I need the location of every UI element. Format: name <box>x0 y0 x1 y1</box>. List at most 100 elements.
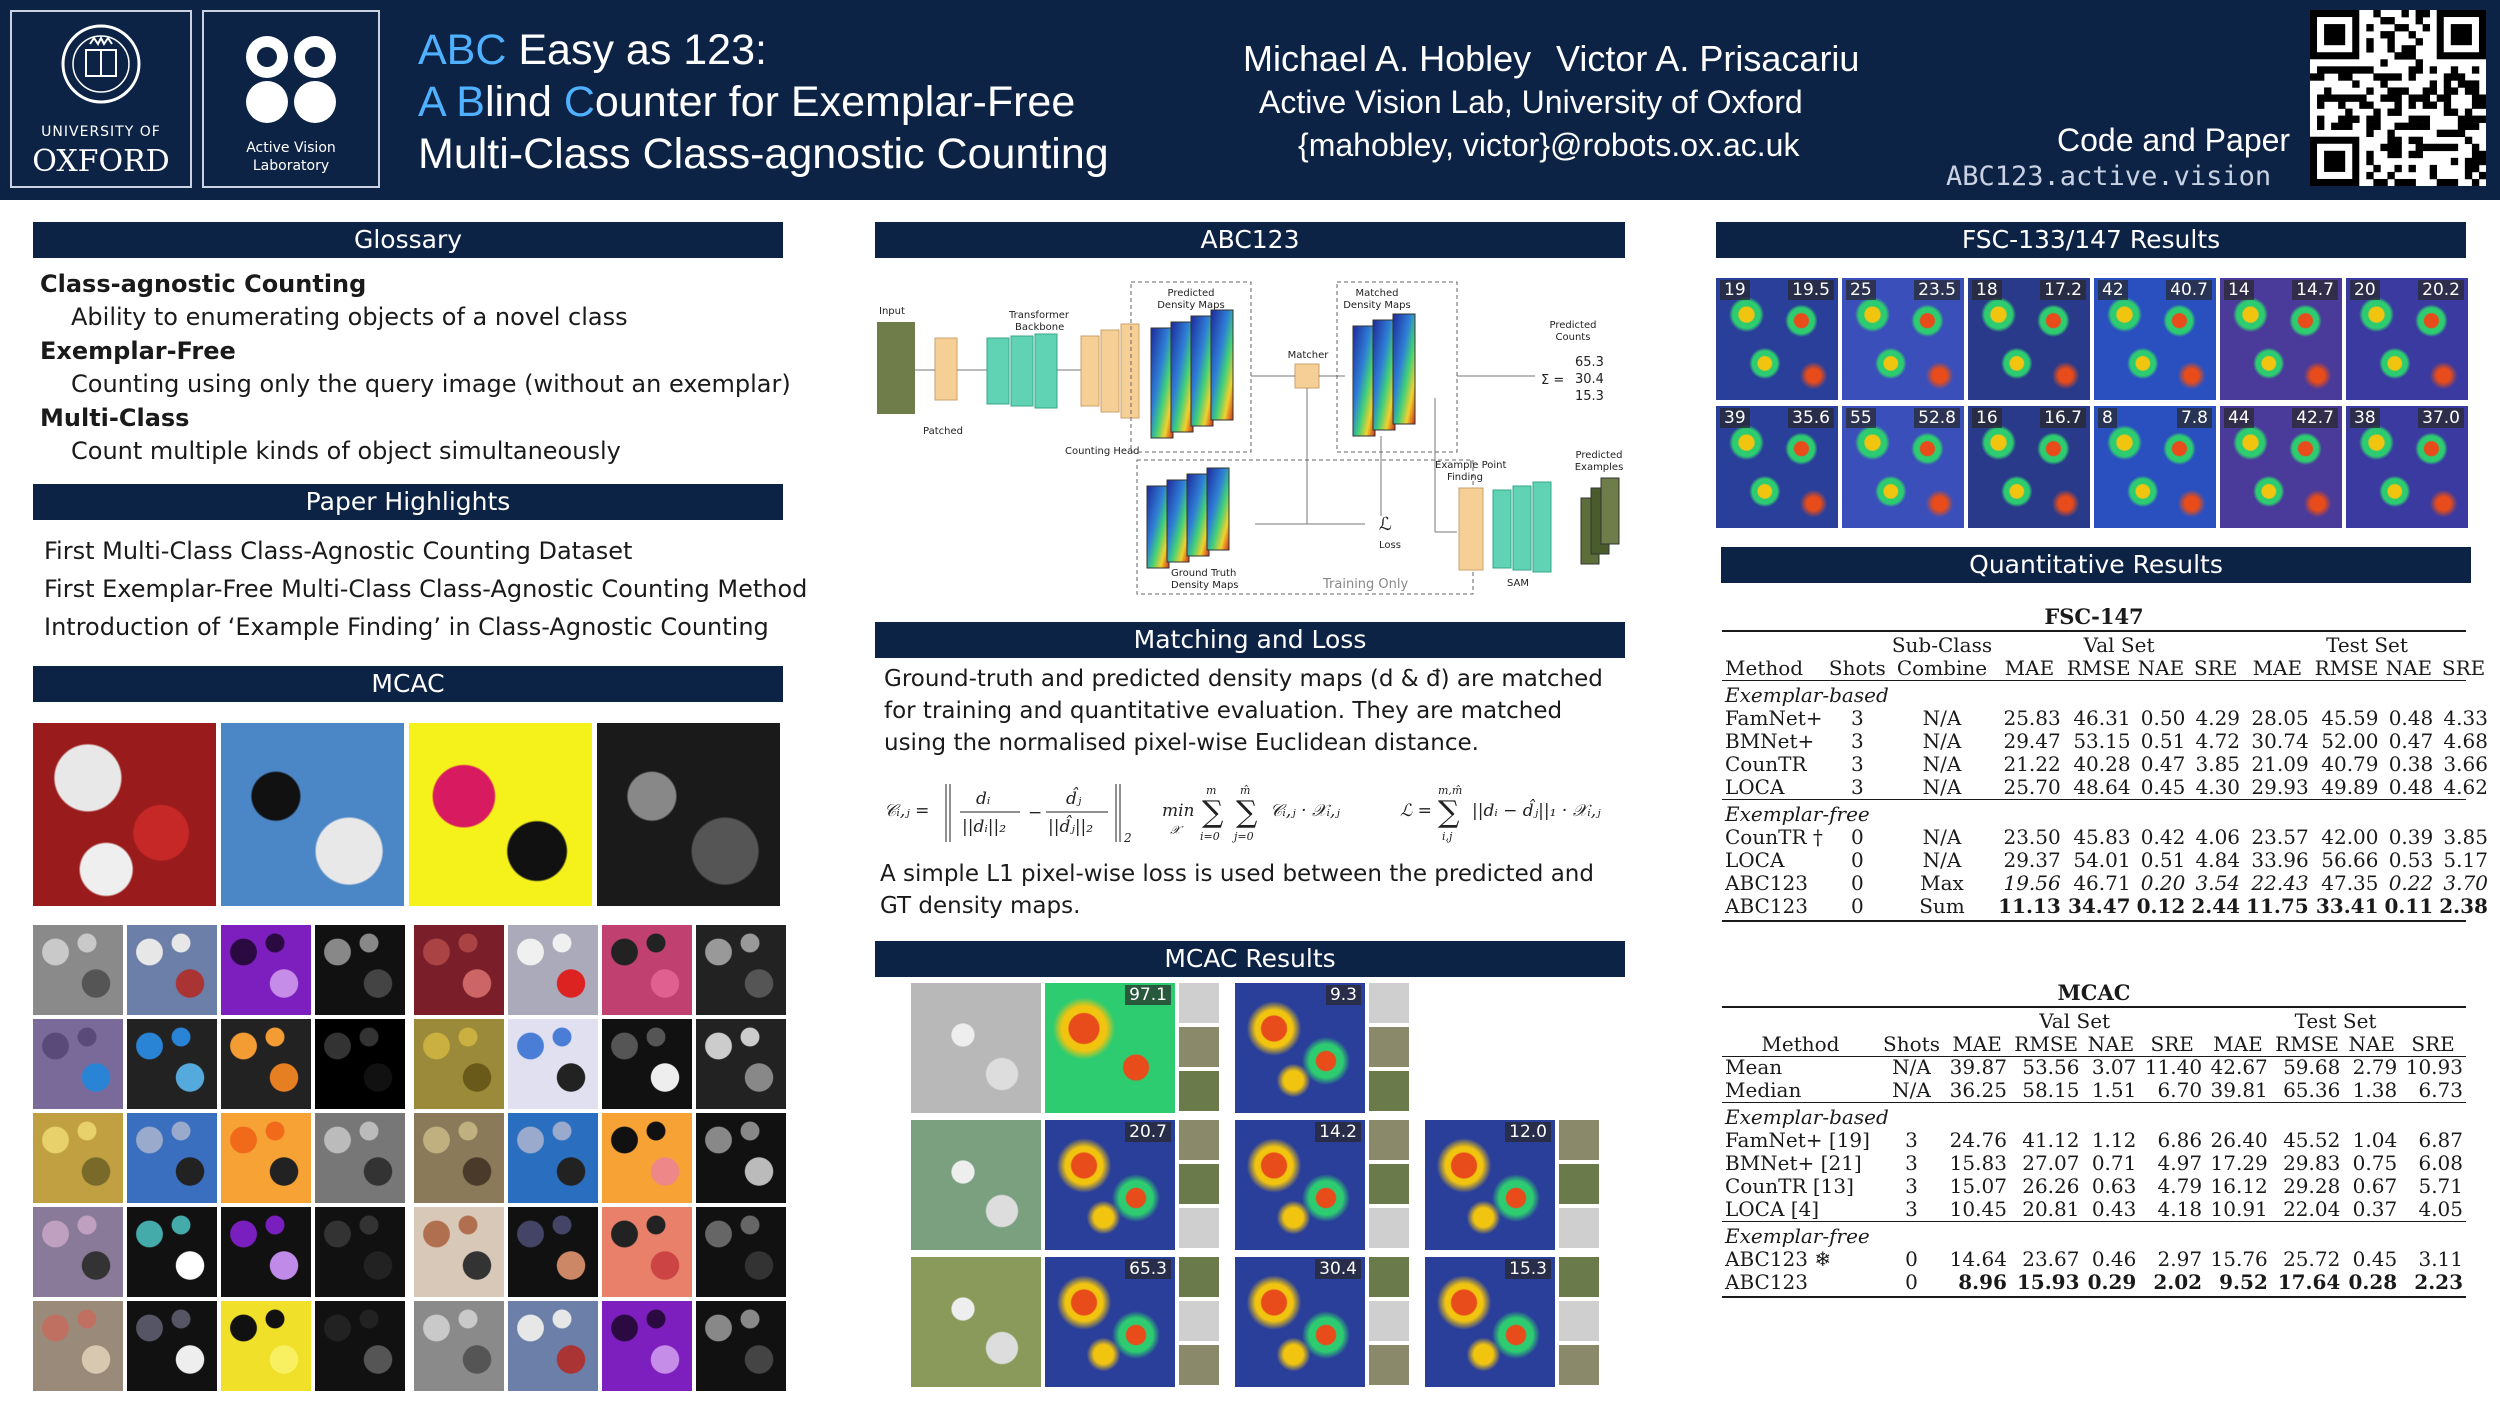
qr-module <box>2331 122 2339 130</box>
qr-module <box>2429 66 2438 74</box>
mcac-grid-tile <box>315 1301 405 1391</box>
qr-module <box>2415 136 2423 145</box>
qr-module <box>2478 171 2487 180</box>
project-url[interactable]: ABC123.active.vision <box>1946 161 2272 192</box>
mcac-result-example <box>1179 1120 1219 1160</box>
mcac-result-example <box>1369 1120 1409 1160</box>
dg-gt-density-maps <box>1146 467 1230 569</box>
fsc-table-cell: CounTR † <box>1725 825 1823 849</box>
fsc-group-label: Exemplar-free <box>1725 802 1870 826</box>
dg-matched-density-maps <box>1352 313 1416 437</box>
mcac-result-heatmap: 20.7 <box>1045 1120 1175 1250</box>
mcac-grid-tile <box>414 1019 504 1109</box>
fsc-table-row: LOCA 0 N/A 29.37 54.01 0.51 4.84 33.96 56.66 0.53… <box>1722 849 2491 872</box>
qr-module <box>2443 80 2452 88</box>
fsc-table-cell: 0.12 <box>2136 894 2186 918</box>
mcac-grid-tile <box>508 1113 598 1203</box>
fsc-table-cell: CounTR <box>1725 752 1807 776</box>
fsc-column-header: NAE <box>2385 656 2433 680</box>
qr-module <box>2450 178 2459 187</box>
qr-module <box>2471 157 2480 166</box>
dg-matched-box <box>1336 281 1458 453</box>
qr-module <box>2352 66 2360 74</box>
mcac-table-cell: 0.45 <box>2352 1247 2398 1271</box>
fsc-pred-count: 19.5 <box>1788 280 1834 300</box>
qr-module <box>2380 80 2388 88</box>
qr-module <box>2415 150 2423 159</box>
qr-module <box>2324 87 2332 95</box>
fsc-result-tile: 16 16.7 <box>1968 406 2090 528</box>
mcac-table-cell: 4.79 <box>2157 1174 2203 1198</box>
dg-sam-blocks <box>1492 481 1552 573</box>
table-cell-empty <box>1722 1010 1944 1033</box>
mcac-grid-tile <box>33 925 123 1015</box>
qr-module <box>2450 129 2459 138</box>
svg-text:dᵢ: dᵢ <box>976 789 990 809</box>
qr-module <box>2401 24 2409 32</box>
mcac-top-rule <box>1722 1006 2466 1008</box>
mcac-table-cell: CounTR [13] <box>1725 1174 1854 1198</box>
title-line-1: ABC Easy as 123: <box>418 26 767 75</box>
qr-module <box>2457 73 2466 81</box>
mcac-result-example <box>1369 1164 1409 1204</box>
fsc-table-cell: 0.38 <box>2388 752 2434 776</box>
fsc-table-cell: 29.93 <box>2251 775 2309 799</box>
mcac-table-cell: 2.02 <box>2153 1270 2203 1294</box>
mcac-grid-tile <box>508 1301 598 1391</box>
qr-module <box>2408 115 2416 123</box>
fsc-table-cell: 0.39 <box>2388 825 2434 849</box>
mcac-table-cell: 15.83 <box>1949 1151 2007 1175</box>
fsc-table-cell: LOCA <box>1725 848 1785 872</box>
qr-module <box>2436 178 2445 187</box>
qr-module <box>2394 94 2402 102</box>
fsc-column-header: NAE <box>2137 656 2185 680</box>
dg-pred-maps-label2: Density Maps <box>1157 300 1225 311</box>
fsc-table-cell: 3 <box>1850 706 1864 730</box>
table-rule <box>1722 680 2466 681</box>
highlights-header: Paper Highlights <box>33 484 783 520</box>
title-b: B <box>444 78 485 126</box>
mcac-result-count: 14.2 <box>1315 1122 1361 1142</box>
fsc-top-rule <box>1722 630 2466 632</box>
svg-text:ℒ =: ℒ = <box>1400 801 1432 821</box>
svg-text:m̂: m̂ <box>1240 784 1250 797</box>
mcac-test-header: Test Set <box>2294 1009 2377 1033</box>
mcac-result-count: 9.3 <box>1325 985 1361 1005</box>
architecture-diagram-svg: Input Patched Transformer Backbone Count… <box>877 281 1623 595</box>
fsc-table-cell: LOCA <box>1725 775 1785 799</box>
fsc-gt-count: 38 <box>2350 408 2380 428</box>
title-abc: ABC <box>418 26 507 74</box>
title-ounter: ounter for Exemplar-Free <box>594 78 1076 126</box>
qr-module <box>2443 73 2452 81</box>
fsc-group-label: Exemplar-based <box>1725 683 1889 707</box>
mcac-column-header: MAE <box>2213 1032 2263 1056</box>
fsc-table-cell: 49.89 <box>2321 775 2379 799</box>
avl-logo: Active Vision Laboratory <box>202 10 380 188</box>
qr-module <box>2471 101 2480 109</box>
fsc-result-tile: 42 40.7 <box>2094 278 2216 400</box>
glossary-def-3: Count multiple kinds of object simultane… <box>71 437 621 465</box>
mcac-result-example <box>1369 1071 1409 1111</box>
qr-module <box>2471 122 2480 130</box>
qr-module <box>2387 87 2395 95</box>
qr-module <box>2317 66 2325 74</box>
mcac-result-example <box>1559 1345 1599 1385</box>
qr-module <box>2401 87 2409 95</box>
qr-module <box>2394 52 2402 60</box>
qr-code[interactable] <box>2310 10 2487 187</box>
fsc-table-row: ABC123 0 Sum 11.13 34.47 0.12 2.44 11.75 33.41 0.… <box>1722 895 2491 918</box>
fsc-table-cell: 0.47 <box>2388 729 2434 753</box>
fsc-table-cell: 19.56 <box>2003 871 2061 895</box>
fsc-table-cell: 3 <box>1850 729 1864 753</box>
fsc-gt-count: 25 <box>1846 280 1876 300</box>
fsc-table-cell: 33.96 <box>2251 848 2309 872</box>
fsc-gt-count: 42 <box>2098 280 2128 300</box>
qr-module <box>2394 143 2402 152</box>
svg-text:||dᵢ||₂: ||dᵢ||₂ <box>962 817 1006 837</box>
mcac-group-label: Exemplar-based <box>1725 1105 1889 1129</box>
qr-module <box>2317 115 2325 123</box>
qr-module <box>2422 122 2430 130</box>
qr-module <box>2366 66 2374 74</box>
mcac-table-cell: LOCA [4] <box>1725 1197 1820 1221</box>
fsc-val-header: Val Set <box>2083 633 2155 657</box>
